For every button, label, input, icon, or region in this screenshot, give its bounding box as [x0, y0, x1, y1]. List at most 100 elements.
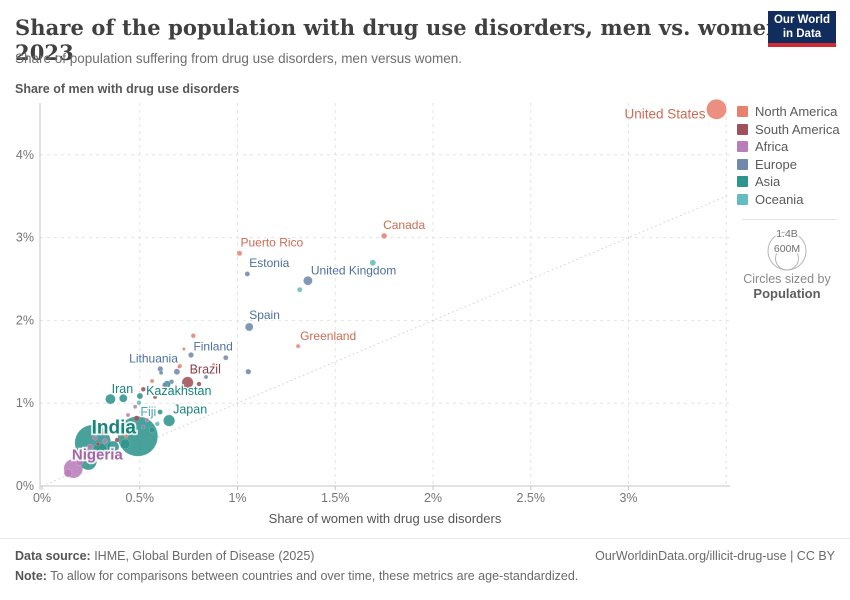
y-tick-label: 3% — [16, 231, 34, 245]
data-point[interactable] — [196, 381, 202, 387]
data-point[interactable] — [162, 382, 168, 388]
data-point[interactable] — [146, 407, 152, 413]
data-point[interactable] — [100, 430, 106, 436]
data-point[interactable] — [92, 451, 100, 459]
point-spain[interactable] — [244, 322, 254, 332]
data-point[interactable] — [158, 370, 164, 375]
data-point[interactable] — [106, 440, 120, 454]
point-united-states[interactable] — [706, 99, 727, 120]
data-point[interactable] — [182, 347, 186, 351]
legend-swatch — [737, 158, 748, 170]
owid-link[interactable]: OurWorldinData.org/illicit-drug-use | CC… — [595, 549, 835, 563]
data-point[interactable] — [140, 386, 146, 392]
data-point[interactable] — [190, 333, 196, 339]
data-point[interactable] — [169, 389, 175, 395]
point-iran[interactable] — [105, 393, 116, 405]
data-point[interactable] — [132, 404, 138, 409]
data-point[interactable] — [102, 438, 108, 444]
y-tick-label: 0% — [16, 479, 34, 493]
data-point[interactable] — [76, 458, 84, 466]
legend-item-asia[interactable]: Asia — [737, 173, 847, 191]
legend-item-south-america[interactable]: South America — [737, 121, 847, 139]
data-point[interactable] — [296, 286, 303, 293]
label-india[interactable]: India — [90, 416, 138, 441]
label-greenland[interactable]: Greenland — [299, 328, 358, 345]
data-point[interactable] — [157, 409, 163, 415]
chart-subtitle: Share of population suffering from drug … — [15, 51, 462, 66]
point-finland[interactable] — [223, 354, 229, 361]
data-point[interactable] — [369, 259, 377, 266]
data-point[interactable] — [192, 368, 198, 374]
legend-swatch — [737, 106, 748, 118]
legend-item-africa[interactable]: Africa — [737, 138, 847, 156]
data-point[interactable] — [77, 447, 87, 457]
data-point[interactable] — [177, 364, 182, 369]
data-point[interactable] — [148, 426, 156, 434]
data-point[interactable] — [169, 379, 175, 385]
data-point[interactable] — [133, 415, 140, 422]
data-point[interactable] — [128, 427, 134, 433]
label-lithuania[interactable]: Lithuania — [128, 350, 180, 367]
data-point[interactable] — [116, 424, 122, 430]
label-finland[interactable]: Finland — [192, 338, 234, 355]
data-point[interactable] — [107, 425, 113, 431]
label-canada[interactable]: Canada — [382, 217, 427, 234]
x-tick-label: 1.5% — [321, 491, 350, 505]
legend-label: North America — [755, 104, 838, 120]
label-puerto-rico[interactable]: Puerto Rico — [239, 234, 305, 251]
data-point[interactable] — [245, 368, 252, 375]
data-point[interactable] — [119, 438, 131, 450]
label-united-kingdom[interactable]: United Kingdom — [310, 262, 398, 279]
data-point[interactable] — [155, 386, 161, 392]
data-point[interactable] — [131, 421, 137, 427]
label-japan[interactable]: Japan — [172, 401, 209, 418]
point-fiji[interactable] — [154, 421, 160, 427]
point-greenland[interactable] — [295, 343, 301, 349]
point-lithuania[interactable] — [173, 368, 181, 375]
legend-swatch — [737, 123, 748, 135]
data-point[interactable] — [188, 352, 194, 358]
x-axis-title: Share of women with drug use disorders — [269, 511, 502, 526]
data-point[interactable] — [86, 443, 94, 451]
data-point[interactable] — [140, 424, 146, 430]
label-united-states[interactable]: United States — [623, 105, 707, 123]
data-point[interactable] — [118, 432, 122, 436]
x-tick-label: 0% — [33, 491, 51, 505]
continent-legend: North America South America Africa Europe As… — [737, 103, 847, 208]
legend-item-oceania[interactable]: Oceania — [737, 191, 847, 209]
data-point[interactable] — [125, 412, 131, 418]
data-point[interactable] — [136, 392, 144, 400]
label-brazil[interactable]: Brazil — [188, 361, 222, 378]
point-japan[interactable] — [163, 414, 176, 427]
point-estonia[interactable] — [244, 271, 251, 277]
data-point[interactable] — [149, 378, 155, 384]
label-kazakhstan[interactable]: Kazakhstan — [145, 383, 213, 400]
data-point[interactable] — [63, 468, 73, 478]
data-point[interactable] — [123, 433, 129, 439]
point-puerto-rico[interactable] — [236, 250, 243, 257]
legend-item-north-america[interactable]: North America — [737, 103, 847, 121]
point-united-kingdom[interactable] — [303, 275, 313, 286]
data-point[interactable] — [114, 437, 120, 443]
data-point[interactable] — [149, 412, 155, 418]
label-estonia[interactable]: Estonia — [248, 255, 291, 272]
point-canada[interactable] — [381, 232, 388, 239]
legend-item-europe[interactable]: Europe — [737, 156, 847, 174]
label-iran[interactable]: Iran — [110, 381, 134, 398]
data-point[interactable] — [144, 417, 150, 423]
data-point[interactable] — [119, 394, 128, 403]
data-point[interactable] — [92, 435, 98, 441]
data-point[interactable] — [152, 394, 158, 400]
size-legend-small-circle — [775, 246, 799, 271]
label-fiji[interactable]: Fiji — [139, 404, 157, 421]
size-legend-big-value: 1.4B — [776, 228, 798, 240]
legend-label: Africa — [755, 139, 789, 155]
label-nigeria[interactable]: Nigeria — [70, 445, 125, 466]
data-point[interactable] — [136, 400, 142, 406]
data-point[interactable] — [203, 374, 209, 380]
data-point[interactable] — [95, 441, 101, 447]
label-spain[interactable]: Spain — [248, 307, 281, 324]
point-brazil[interactable] — [181, 376, 194, 389]
data-point[interactable] — [211, 362, 217, 368]
